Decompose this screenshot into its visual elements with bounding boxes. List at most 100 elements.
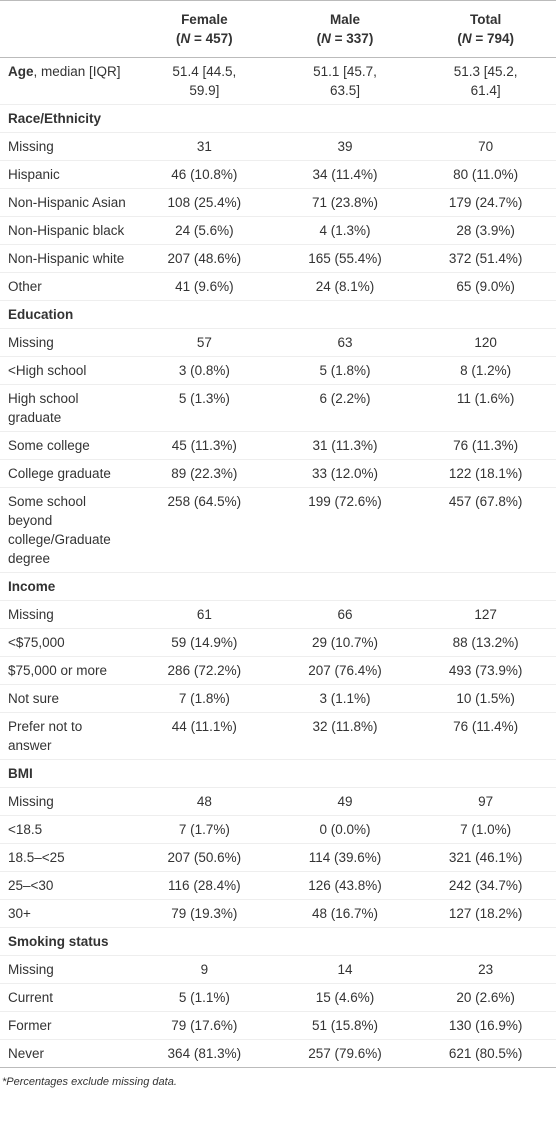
row-label: Age, median [IQR] <box>0 57 134 105</box>
age-value: 51.3 [45.2, 61.4] <box>453 64 518 98</box>
cell: 66 <box>274 600 416 629</box>
row-label: Missing <box>0 132 134 161</box>
cell: 7 (1.0%) <box>415 815 556 844</box>
cell: 7 (1.8%) <box>134 684 275 713</box>
age-label-bold: Age <box>8 64 34 79</box>
section-row: Income <box>0 572 556 601</box>
cell: 15 (4.6%) <box>274 983 416 1012</box>
cell: 0 (0.0%) <box>274 815 416 844</box>
cell: 207 (48.6%) <box>134 244 275 273</box>
data-row: $75,000 or more 286 (72.2%) 207 (76.4%) 493… <box>0 656 556 685</box>
data-row: Non-Hispanic black 24 (5.6%) 4 (1.3%) 28 (3… <box>0 216 556 245</box>
column-header: Male (N = 337) <box>274 0 416 58</box>
data-row: <18.5 7 (1.7%) 0 (0.0%) 7 (1.0%) <box>0 815 556 844</box>
data-row: Some college 45 (11.3%) 31 (11.3%) 76 (11.3… <box>0 431 556 460</box>
cell: 88 (13.2%) <box>415 628 556 657</box>
column-header: Total (N = 794) <box>415 0 556 58</box>
cell: 70 <box>415 132 556 161</box>
column-n: = 457) <box>190 31 233 46</box>
data-row: 25–<30 116 (28.4%) 126 (43.8%) 242 (34.7%) <box>0 871 556 900</box>
cell: 33 (12.0%) <box>274 459 416 488</box>
data-row: Missing 57 63 120 <box>0 328 556 357</box>
data-row: Missing 9 14 23 <box>0 955 556 984</box>
cell: 97 <box>415 787 556 816</box>
cell: 89 (22.3%) <box>134 459 275 488</box>
cell: 71 (23.8%) <box>274 188 416 217</box>
age-value: 51.4 [44.5, 59.9] <box>172 64 237 98</box>
row-label: <$75,000 <box>0 628 134 657</box>
column-label: Male <box>329 12 360 27</box>
cell: 39 <box>274 132 416 161</box>
row-label: Never <box>0 1039 134 1068</box>
row-label: Some college <box>0 431 134 460</box>
cell: 114 (39.6%) <box>274 843 416 872</box>
cell: 80 (11.0%) <box>415 160 556 189</box>
data-row: <High school 3 (0.8%) 5 (1.8%) 8 (1.2%) <box>0 356 556 385</box>
row-label: 30+ <box>0 899 134 928</box>
table-header: Female (N = 457) Male (N = 337) Total (N = 79… <box>0 0 556 58</box>
row-label: Missing <box>0 955 134 984</box>
cell: 28 (3.9%) <box>415 216 556 245</box>
section-title: Race/Ethnicity <box>0 104 556 133</box>
row-label: Current <box>0 983 134 1012</box>
row-label: Missing <box>0 328 134 357</box>
column-n: ( <box>316 31 322 46</box>
cell: 372 (51.4%) <box>415 244 556 273</box>
cell: 621 (80.5%) <box>415 1039 556 1068</box>
column-n: ( <box>176 31 181 46</box>
cell: 199 (72.6%) <box>274 487 416 573</box>
column-label: Female <box>181 12 228 27</box>
cell: 29 (10.7%) <box>274 628 416 657</box>
row-label: Some school beyond college/Graduate degr… <box>0 487 134 573</box>
age-label: , median [IQR] <box>33 64 121 79</box>
cell: 51.3 [45.2, 61.4] <box>415 57 556 105</box>
data-row: Current 5 (1.1%) 15 (4.6%) 20 (2.6%) <box>0 983 556 1012</box>
cell: 76 (11.3%) <box>415 431 556 460</box>
cell: 7 (1.7%) <box>134 815 275 844</box>
table-body: Age, median [IQR] 51.4 [44.5, 59.9] 51.1 [… <box>0 57 556 1068</box>
section-title: BMI <box>0 759 556 788</box>
data-table: Female (N = 457) Male (N = 337) Total (N = 79… <box>0 0 556 1068</box>
column-n: N <box>180 31 191 46</box>
row-label: Not sure <box>0 684 134 713</box>
cell: 127 <box>415 600 556 629</box>
cell: 24 (5.6%) <box>134 216 275 245</box>
cell: 44 (11.1%) <box>134 712 275 760</box>
cell: 126 (43.8%) <box>274 871 416 900</box>
row-label: Hispanic <box>0 160 134 189</box>
row-label: 18.5–<25 <box>0 843 134 872</box>
cell: 9 <box>134 955 275 984</box>
row-label: Prefer not to answer <box>0 712 134 760</box>
cell: 32 (11.8%) <box>274 712 416 760</box>
section-title: Smoking status <box>0 927 556 956</box>
data-row: Missing 48 49 97 <box>0 787 556 816</box>
data-row: Non-Hispanic Asian 108 (25.4%) 71 (23.8%) 1… <box>0 188 556 217</box>
data-row: Not sure 7 (1.8%) 3 (1.1%) 10 (1.5%) <box>0 684 556 713</box>
data-row: 18.5–<25 207 (50.6%) 114 (39.6%) 321 (46.1%… <box>0 843 556 872</box>
cell: 207 (50.6%) <box>134 843 275 872</box>
cell: 257 (79.6%) <box>274 1039 416 1068</box>
header-row: Female (N = 457) Male (N = 337) Total (N = 79… <box>0 0 556 58</box>
section-row: BMI <box>0 759 556 788</box>
cell: 3 (1.1%) <box>274 684 416 713</box>
cell: 258 (64.5%) <box>134 487 275 573</box>
data-row: Non-Hispanic white 207 (48.6%) 165 (55.4%)… <box>0 244 556 273</box>
data-row: Hispanic 46 (10.8%) 34 (11.4%) 80 (11.0%) <box>0 160 556 189</box>
cell: 63 <box>274 328 416 357</box>
cell: 48 <box>134 787 275 816</box>
cell: 120 <box>415 328 556 357</box>
data-row: College graduate 89 (22.3%) 33 (12.0%) 122 … <box>0 459 556 488</box>
column-n: = 794) <box>471 31 514 46</box>
cell: 61 <box>134 600 275 629</box>
cell: 34 (11.4%) <box>274 160 416 189</box>
data-row: Never 364 (81.3%) 257 (79.6%) 621 (80.5%) <box>0 1039 556 1068</box>
row-label: <18.5 <box>0 815 134 844</box>
cell: 179 (24.7%) <box>415 188 556 217</box>
cell: 242 (34.7%) <box>415 871 556 900</box>
data-row: Other 41 (9.6%) 24 (8.1%) 65 (9.0%) <box>0 272 556 301</box>
footnote: *Percentages exclude missing data. <box>2 1076 177 1088</box>
cell: 51.1 [45.7, 63.5] <box>274 57 416 105</box>
cell: 5 (1.8%) <box>274 356 416 385</box>
cell: 51.4 [44.5, 59.9] <box>134 57 275 105</box>
